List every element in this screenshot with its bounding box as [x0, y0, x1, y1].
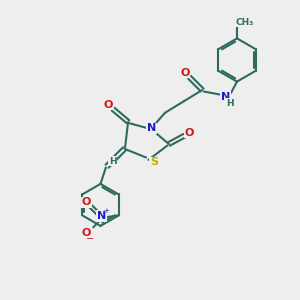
Text: H: H [109, 157, 116, 166]
Text: −: − [85, 234, 94, 244]
Text: O: O [180, 68, 190, 78]
Text: N: N [221, 92, 230, 102]
Text: O: O [104, 100, 113, 110]
Text: H: H [226, 99, 234, 108]
Text: N: N [97, 211, 106, 221]
Text: CH₃: CH₃ [236, 18, 253, 27]
Text: +: + [103, 208, 109, 214]
Text: O: O [82, 228, 91, 238]
Text: S: S [150, 157, 158, 167]
Text: N: N [147, 123, 156, 134]
Text: O: O [184, 128, 194, 138]
Text: O: O [82, 197, 91, 207]
